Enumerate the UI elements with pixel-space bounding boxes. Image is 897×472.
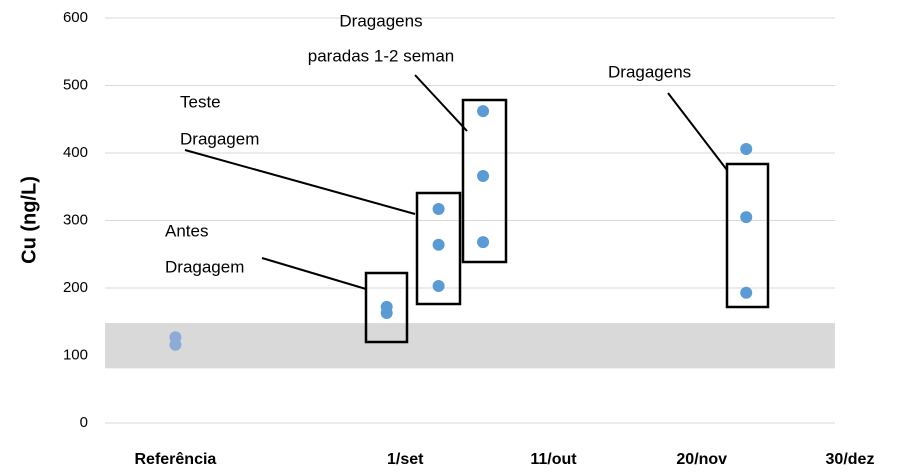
point (432, 279, 445, 292)
annotation-box (725, 162, 770, 309)
annotation-box (415, 191, 462, 306)
y-tick-label: 0 (80, 414, 88, 431)
annotation: Antes (165, 221, 208, 240)
annotation: Dragagem (180, 129, 259, 148)
x-tick-label: 30/dez (826, 451, 875, 468)
leader-line (261, 257, 367, 290)
point (432, 203, 445, 216)
annotations: Dragagens paradas 1-2 seman Teste Dragag… (165, 11, 691, 276)
annotation-box (461, 98, 508, 264)
x-tick-label: 1/set (387, 451, 424, 468)
y-axis-label: Cu (ng/L) (18, 176, 40, 264)
point (477, 169, 490, 182)
annotation-box (364, 271, 409, 344)
y-tick-label: 200 (63, 279, 88, 296)
x-tick-label: 11/out (530, 451, 577, 468)
point (477, 105, 490, 118)
point (740, 142, 753, 155)
point (740, 286, 753, 299)
y-tick-label: 100 (63, 346, 88, 363)
point (432, 238, 445, 251)
point (380, 306, 393, 319)
y-tick-label: 600 (63, 9, 88, 26)
leader-line (414, 74, 468, 132)
point (169, 338, 182, 351)
x-tick-label: Referência (135, 451, 217, 468)
annotation: Dragagens (339, 11, 422, 30)
x-tick-label: 20/nov (676, 451, 727, 468)
annotation: Dragagem (165, 257, 244, 276)
annotation: paradas 1-2 seman (308, 46, 454, 65)
y-tick-label: 300 (63, 211, 88, 228)
y-tick-label: 400 (63, 144, 88, 161)
leader-line (184, 149, 416, 215)
leader-line (667, 92, 728, 171)
point (740, 211, 753, 224)
y-tick-label: 500 (63, 76, 88, 93)
annotation: Teste (180, 92, 221, 111)
reference-band (105, 323, 835, 369)
annotation: Dragagens (608, 62, 691, 81)
point (477, 236, 490, 249)
